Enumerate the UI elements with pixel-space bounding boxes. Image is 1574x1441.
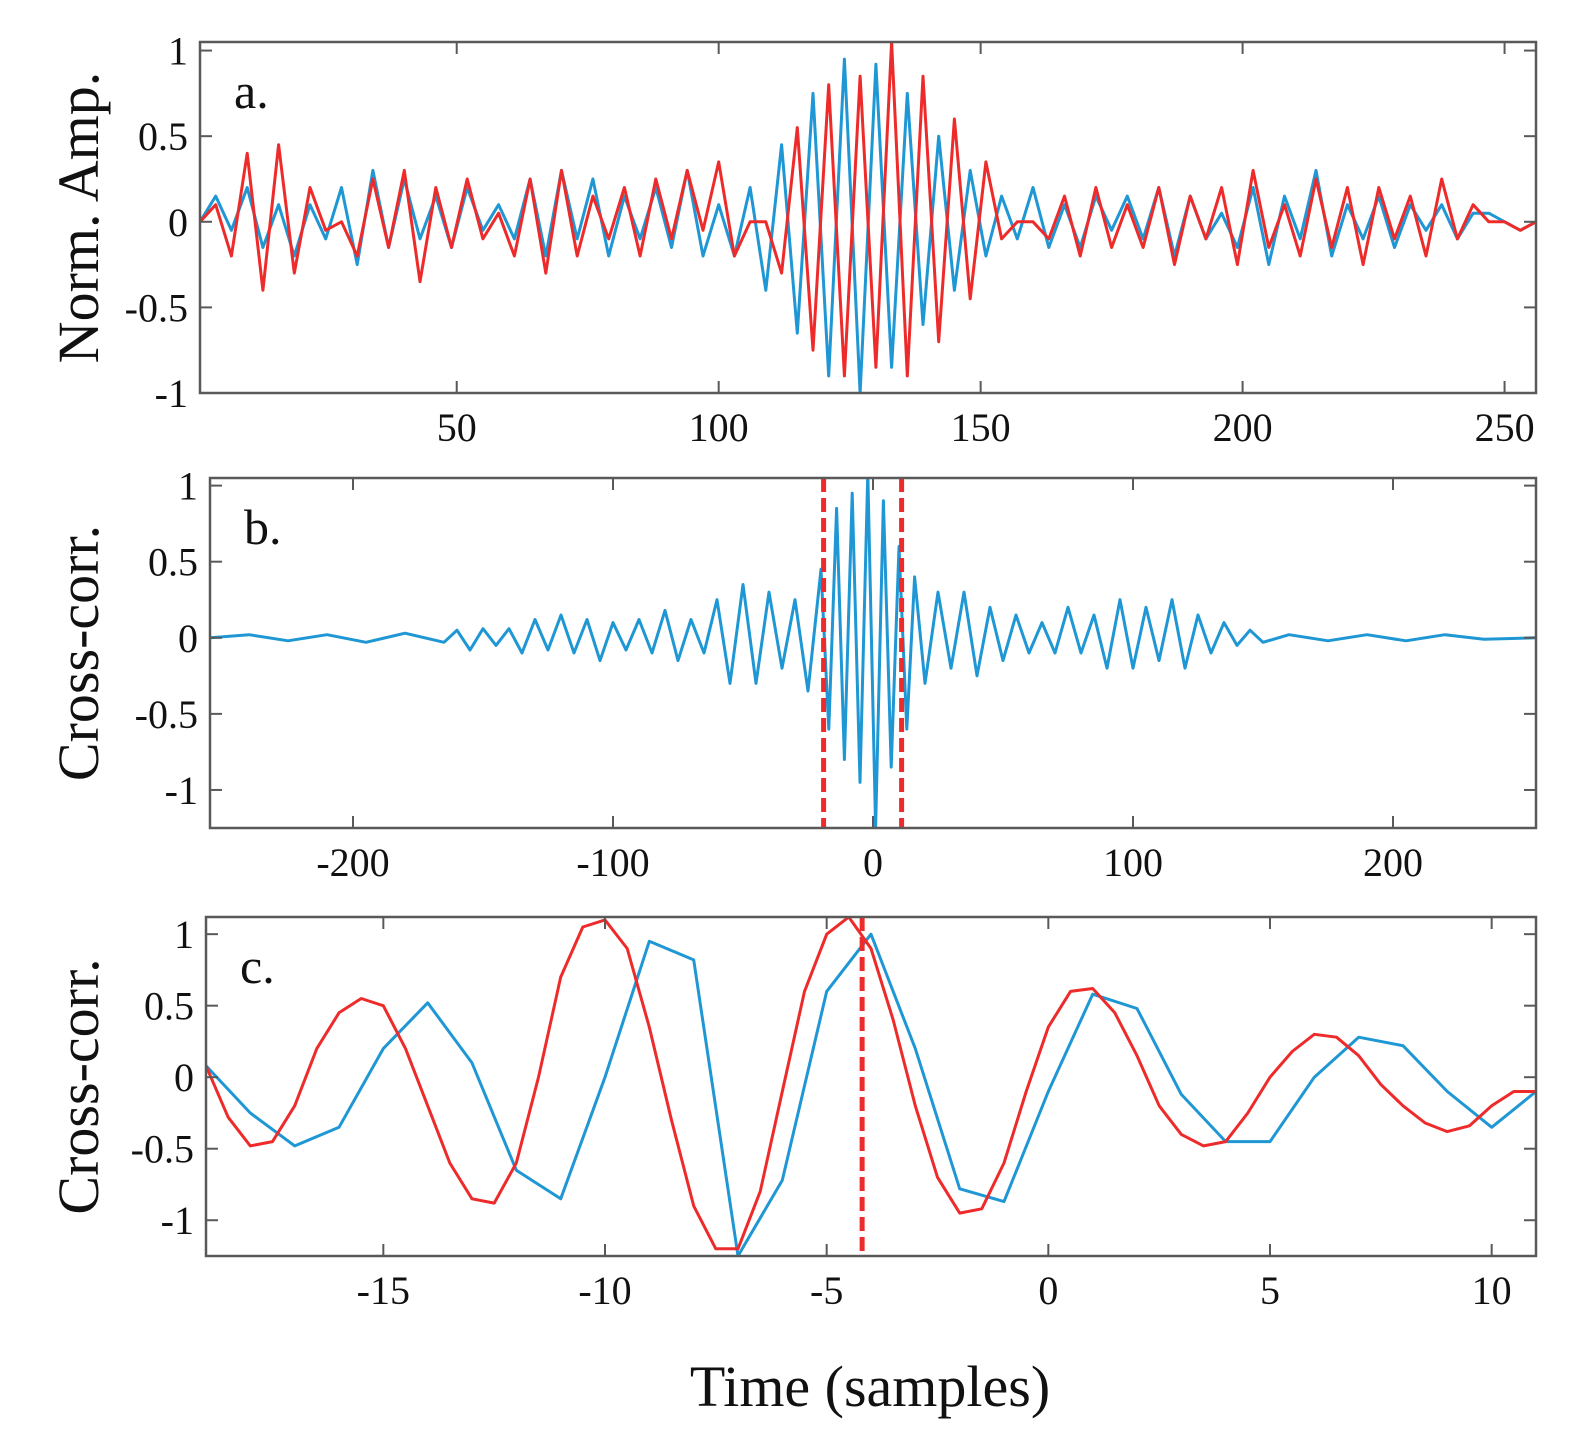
x-tick-label-b: -200 xyxy=(316,840,389,885)
x-axis-label: Time (samples) xyxy=(690,1354,1050,1419)
y-tick-label-c: 0.5 xyxy=(144,984,194,1029)
y-tick-label-c: 0 xyxy=(174,1055,194,1100)
y-tick-label-b: -0.5 xyxy=(135,692,198,737)
y-axis-label-c: Cross-corr. xyxy=(46,958,111,1214)
panel-label-b: b. xyxy=(244,499,282,555)
x-tick-label-c: 0 xyxy=(1038,1268,1058,1313)
y-tick-label-b: 1 xyxy=(178,464,198,509)
series-line-a-2 xyxy=(200,42,1536,378)
y-tick-label-c: -1 xyxy=(161,1198,194,1243)
series-line-b-1 xyxy=(210,478,1536,828)
y-tick-label-a: 0.5 xyxy=(138,114,188,159)
x-tick-label-c: 5 xyxy=(1260,1268,1280,1313)
y-tick-label-a: -0.5 xyxy=(125,285,188,330)
panel-label-c: c. xyxy=(240,938,275,994)
panel-a: 50 100 150 200 250 1 0.5 0 -0.5 -1 Norm. Amp. a. xyxy=(46,29,1538,450)
x-tick-label-b: 200 xyxy=(1363,840,1423,885)
x-tick-label-c: -5 xyxy=(810,1268,843,1313)
y-tick-label-b: 0.5 xyxy=(148,540,198,585)
x-tick-label-a: 50 xyxy=(437,405,477,450)
x-tick-label-b: 0 xyxy=(863,840,883,885)
y-tick-label-c: 1 xyxy=(174,912,194,957)
x-tick-label-a: 250 xyxy=(1475,405,1535,450)
series-line-c-1 xyxy=(206,932,1536,1256)
y-tick-label-b: -1 xyxy=(165,768,198,813)
panel-label-a: a. xyxy=(234,63,269,119)
y-axis-label-a: Norm. Amp. xyxy=(46,72,111,364)
y-tick-label-c: -0.5 xyxy=(131,1127,194,1172)
x-tick-label-a: 100 xyxy=(689,405,749,450)
x-tick-label-a: 150 xyxy=(951,405,1011,450)
series-line-c-2 xyxy=(206,917,1536,1251)
x-tick-label-c: -10 xyxy=(578,1268,631,1313)
y-tick-label-a: -1 xyxy=(155,371,188,416)
x-tick-label-b: -100 xyxy=(576,840,649,885)
x-tick-label-a: 200 xyxy=(1213,405,1273,450)
y-tick-label-b: 0 xyxy=(178,616,198,661)
panel-b: -200 -100 0 100 200 1 0.5 0 -0.5 -1 Cross-corr. b. xyxy=(46,464,1538,885)
panel-c: -15 -10 -5 0 5 10 1 0.5 0 -0.5 -1 Cross-corr. c. xyxy=(46,912,1538,1313)
y-tick-label-a: 1 xyxy=(168,29,188,74)
x-tick-label-b: 100 xyxy=(1103,840,1163,885)
axes-frame-c xyxy=(204,915,1538,1258)
y-tick-label-a: 0 xyxy=(168,200,188,245)
y-axis-label-b: Cross-corr. xyxy=(46,525,111,781)
x-tick-label-c: -15 xyxy=(357,1268,410,1313)
x-tick-label-c: 10 xyxy=(1472,1268,1512,1313)
axes-frame-a xyxy=(198,40,1538,395)
